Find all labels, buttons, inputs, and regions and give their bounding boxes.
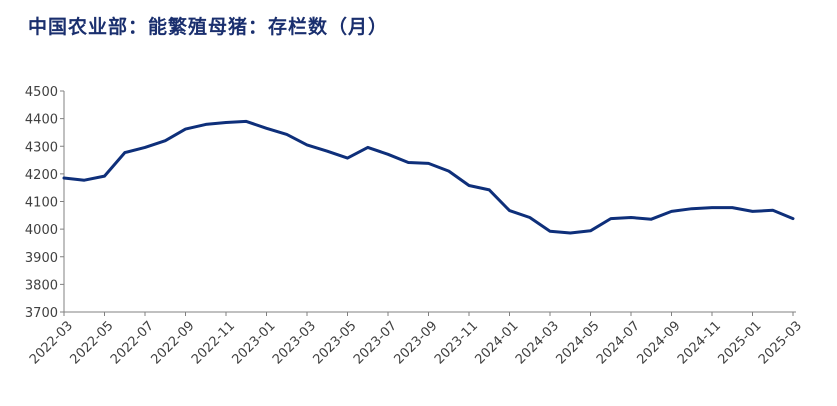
- y-tick-label: 4000: [25, 223, 58, 238]
- x-tick-label: 2024-03: [513, 318, 562, 367]
- x-tick-label: 2023-01: [230, 318, 279, 367]
- x-tick-label: 2022-05: [68, 318, 117, 367]
- y-axis: 3700 3800 3900 4000 4100 4200 4300 4400 4500: [25, 85, 65, 321]
- x-tick-label: 2024-11: [675, 318, 724, 367]
- y-tick-label: 4400: [25, 113, 58, 128]
- x-tick-label: 2025-03: [756, 318, 805, 367]
- x-tick-label: 2023-09: [392, 318, 441, 367]
- y-tick-label: 3900: [25, 251, 58, 266]
- x-tick-label: 2024-01: [473, 318, 522, 367]
- y-tick-label: 4500: [25, 85, 58, 100]
- x-tick-label: 2024-09: [635, 318, 684, 367]
- y-tick-label: 4100: [25, 196, 58, 211]
- x-tick-label: 2024-05: [554, 318, 603, 367]
- series-layer: [62, 119, 795, 235]
- chart-title: 中国农业部：能繁殖母猪：存栏数（月）: [28, 16, 389, 38]
- x-tick-label: 2022-09: [149, 318, 198, 367]
- y-tick-label: 4300: [25, 140, 58, 155]
- x-tick-label: 2024-07: [594, 318, 643, 367]
- y-tick-label: 3700: [25, 306, 58, 321]
- x-tick-label: 2022-11: [189, 318, 238, 367]
- x-tick-label: 2023-03: [270, 318, 319, 367]
- x-tick-label: 2023-11: [432, 318, 481, 367]
- y-tick-label: 3800: [25, 278, 58, 293]
- x-tick-label: 2023-07: [351, 318, 400, 367]
- series-line: [62, 119, 795, 235]
- x-tick-label: 2023-05: [311, 318, 360, 367]
- x-tick-label: 2025-01: [716, 318, 765, 367]
- x-tick-label: 2022-03: [27, 318, 76, 367]
- x-tick-label: 2022-07: [108, 318, 157, 367]
- y-tick-label: 4200: [25, 168, 58, 183]
- x-axis: 2022-032022-052022-072022-092022-112023-…: [27, 311, 805, 367]
